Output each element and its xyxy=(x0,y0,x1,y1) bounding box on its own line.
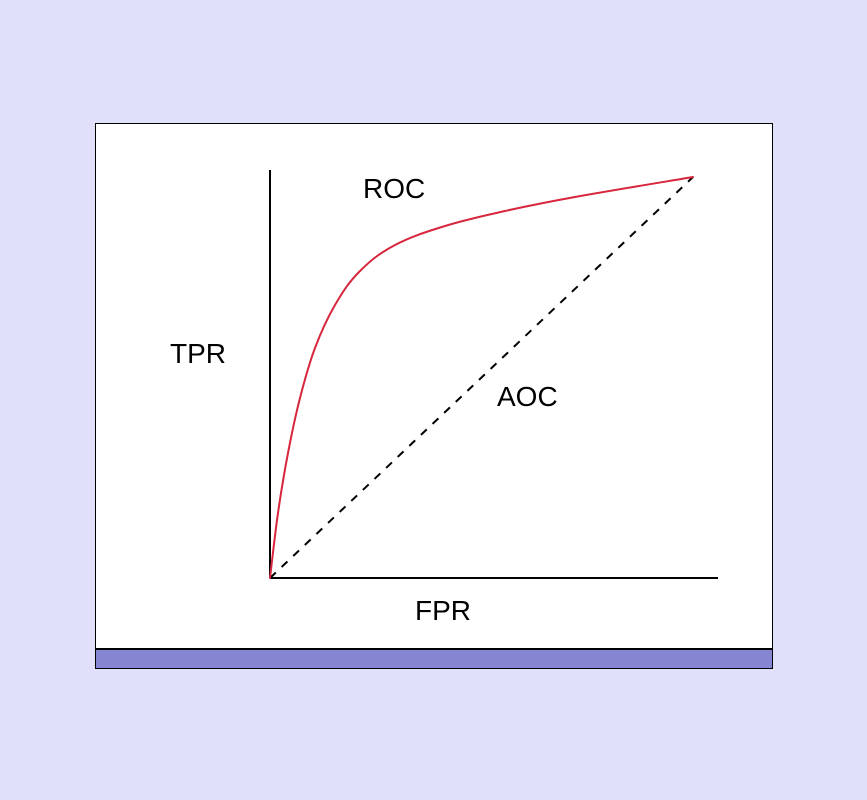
chart-panel: ROC TPR AOC FPR xyxy=(95,123,773,649)
roc-chart xyxy=(95,123,773,649)
footer-bar xyxy=(95,649,773,669)
page-root: ROC TPR AOC FPR xyxy=(0,0,867,800)
